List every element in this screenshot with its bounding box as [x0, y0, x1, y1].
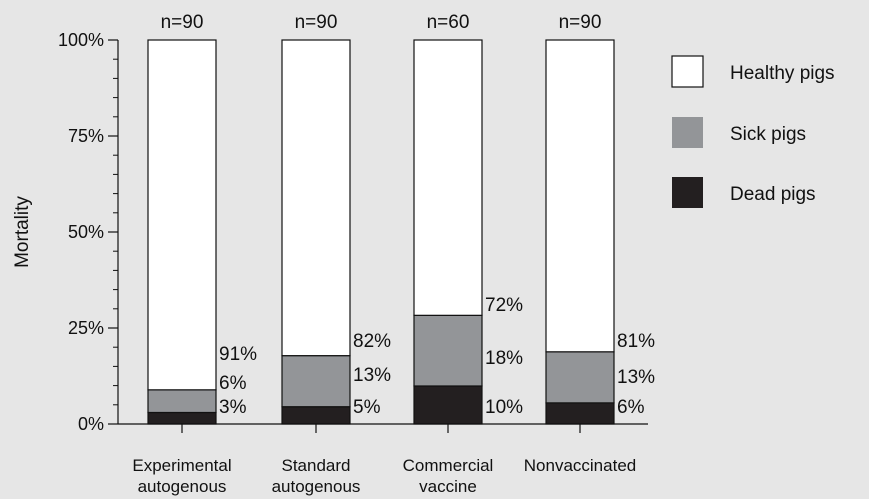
n-label: n=90: [161, 12, 204, 33]
y-tick-label: 100%: [58, 30, 104, 50]
data-label: 82%: [353, 331, 391, 352]
bar-segment-sick-pigs: [545, 351, 615, 404]
y-tick-label: 25%: [68, 318, 104, 338]
x-category-label: Experimental autogenous: [132, 456, 231, 496]
x-category-label: Standard autogenous: [272, 456, 361, 496]
x-category-label: Commercial vaccine: [403, 456, 494, 496]
x-category-line: autogenous: [272, 477, 361, 496]
y-tick-label: 75%: [68, 126, 104, 146]
n-label: n=90: [295, 12, 338, 33]
x-category-line: Experimental: [132, 456, 231, 475]
bar-segment-dead-pigs: [281, 406, 351, 425]
bar-segment-healthy-pigs: [545, 39, 615, 353]
data-label: 5%: [353, 397, 381, 418]
bar-segment-dead-pigs: [545, 402, 615, 425]
y-tick-label: 0%: [78, 414, 104, 434]
data-label: 13%: [617, 367, 655, 388]
y-tick-label: 50%: [68, 222, 104, 242]
x-category-line: autogenous: [138, 477, 227, 496]
bar-segment-healthy-pigs: [147, 39, 217, 391]
legend-label: Sick pigs: [730, 124, 806, 145]
bar-segment-healthy-pigs: [281, 39, 351, 357]
data-label: 6%: [219, 373, 247, 394]
x-category-line: vaccine: [419, 477, 477, 496]
x-category-label: Nonvaccinated: [524, 456, 636, 475]
legend-swatch: [671, 55, 704, 88]
bar-segment-dead-pigs: [147, 411, 217, 425]
legend: Healthy pigs Sick pigs Dead pigs: [671, 55, 835, 208]
bar-segment-dead-pigs: [413, 385, 483, 425]
data-label: 6%: [617, 397, 645, 418]
x-axis: Experimental autogenous Standard autogenous…: [118, 423, 648, 496]
data-label: 81%: [617, 331, 655, 352]
data-label: 13%: [353, 365, 391, 386]
legend-swatch: [672, 117, 703, 148]
x-category-line: Standard: [282, 456, 351, 475]
y-axis-label: Mortality: [12, 196, 33, 268]
legend-label: Healthy pigs: [730, 63, 835, 84]
x-category-line: Nonvaccinated: [524, 456, 636, 475]
data-label: 18%: [485, 348, 523, 369]
data-label: 3%: [219, 397, 247, 418]
bar-segment-sick-pigs: [413, 314, 483, 387]
data-label: 91%: [219, 344, 257, 365]
legend-swatch: [672, 177, 703, 208]
bar-segment-healthy-pigs: [413, 39, 483, 316]
bar-segment-sick-pigs: [147, 389, 217, 414]
x-category-line: Commercial: [403, 456, 494, 475]
y-axis: 0% 25% 50% 75% 100%: [58, 30, 119, 434]
legend-label: Dead pigs: [730, 184, 816, 205]
bars: 3% 6% 91% n=90 5% 13% 82% n=90 10% 18% 72% n=60 6% 13…: [147, 12, 655, 425]
data-label: 10%: [485, 397, 523, 418]
data-label: 72%: [485, 295, 523, 316]
n-label: n=90: [559, 12, 602, 33]
n-label: n=60: [427, 12, 470, 33]
bar-segment-sick-pigs: [281, 355, 351, 408]
